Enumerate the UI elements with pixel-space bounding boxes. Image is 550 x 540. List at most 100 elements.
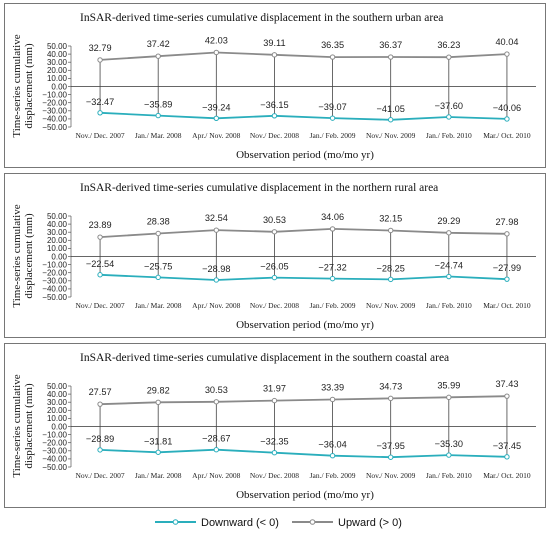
data-point-upward	[387, 227, 394, 234]
data-label-upward: 40.04	[495, 37, 518, 47]
y-axis-label-line: displacement (mm)	[23, 43, 35, 129]
y-tick-label: 40.00	[47, 50, 68, 59]
data-label-downward: −24.74	[435, 261, 463, 271]
data-label-downward: −41.05	[377, 104, 405, 114]
y-tick-label: 0.00	[51, 252, 67, 261]
x-tick-label: Nov./ Nov. 2009	[366, 471, 416, 480]
data-label-upward: 37.43	[495, 379, 518, 389]
data-point-downward	[213, 277, 220, 283]
data-label-downward: −28.67	[202, 434, 230, 444]
y-tick-label: −10.00	[42, 430, 67, 439]
data-label-upward: 32.15	[379, 213, 402, 223]
data-label-downward: −22.54	[86, 259, 114, 269]
y-tick-label: −20.00	[42, 439, 67, 448]
data-label-downward: −32.35	[260, 437, 288, 447]
y-tick-label: 50.00	[47, 382, 68, 391]
x-tick-label: Jan./ Feb. 2010	[426, 131, 472, 140]
y-tick-label: 40.00	[47, 220, 68, 229]
legend-upward-marker	[309, 519, 316, 525]
y-tick-label: 20.00	[47, 66, 68, 75]
data-point-upward	[271, 397, 278, 404]
data-label-downward: −28.25	[377, 263, 405, 273]
x-tick-label: Jan./ Feb. 2010	[426, 301, 472, 310]
data-point-downward	[504, 276, 510, 282]
legend-upward-label: Upward (> 0)	[338, 517, 402, 529]
data-point-downward	[387, 117, 394, 123]
chart-title: InSAR-derived time-series cumulative dis…	[80, 352, 449, 364]
y-tick-label: 40.00	[47, 390, 68, 399]
data-point-downward	[97, 447, 103, 453]
data-point-downward	[387, 276, 394, 283]
y-tick-label: −30.00	[42, 447, 67, 456]
data-point-upward	[387, 54, 394, 60]
data-label-downward: −37.95	[377, 441, 405, 451]
data-label-upward: 28.38	[147, 217, 170, 227]
data-label-upward: 42.03	[205, 35, 228, 45]
data-label-downward: −31.81	[144, 436, 172, 446]
chart-title: InSAR-derived time-series cumulative dis…	[80, 182, 438, 194]
x-tick-label: Jan./ Feb. 2009	[310, 471, 356, 480]
data-label-upward: 32.54	[205, 213, 228, 223]
x-tick-label: Jan./ Feb. 2010	[426, 471, 472, 480]
data-label-upward: 32.79	[89, 43, 112, 53]
y-tick-label: 30.00	[47, 58, 68, 67]
x-axis-label: Observation period (mo/mo yr)	[236, 319, 374, 331]
data-label-upward: 30.53	[205, 385, 228, 395]
x-tick-label: Nov./ Dec. 2008	[250, 471, 299, 480]
chart-panel-3: InSAR-derived time-series cumulative dis…	[4, 343, 546, 508]
y-tick-label: −50.00	[42, 293, 67, 302]
x-tick-label: Nov./ Dec. 2007	[76, 301, 125, 310]
data-point-downward	[446, 273, 452, 280]
x-tick-label: Mar./ Oct. 2010	[483, 471, 531, 480]
y-axis-label: Time-series cumulativedisplacement (mm)	[11, 204, 35, 307]
x-axis-label: Observation period (mo/mo yr)	[236, 149, 374, 161]
x-tick-label: Jan./ Mar. 2008	[135, 301, 182, 310]
data-point-upward	[155, 230, 161, 237]
data-point-downward	[155, 112, 161, 119]
data-label-upward: 36.35	[321, 40, 344, 50]
data-point-downward	[155, 449, 161, 455]
y-tick-label: 20.00	[47, 236, 68, 245]
y-tick-label: 50.00	[47, 42, 68, 51]
data-point-upward	[97, 57, 103, 63]
y-tick-label: 30.00	[47, 398, 68, 407]
data-point-downward	[213, 447, 220, 453]
data-point-downward	[329, 275, 336, 282]
data-point-upward	[504, 393, 510, 399]
y-tick-label: 30.00	[47, 228, 68, 237]
data-point-downward	[504, 116, 510, 122]
data-label-upward: 36.23	[437, 40, 460, 50]
x-tick-label: Nov./ Dec. 2007	[76, 471, 125, 480]
data-point-upward	[213, 399, 220, 405]
x-tick-label: Apr./ Nov. 2008	[192, 131, 241, 140]
data-label-downward: −37.60	[435, 101, 463, 111]
data-label-upward: 31.97	[263, 384, 286, 394]
data-point-downward	[446, 114, 452, 120]
data-point-upward	[271, 52, 278, 58]
data-point-upward	[155, 399, 161, 406]
data-label-upward: 35.99	[437, 380, 460, 390]
y-tick-label: −40.00	[42, 285, 67, 294]
data-label-upward: 34.06	[321, 212, 344, 222]
y-axis-label-line: Time-series cumulative	[11, 204, 23, 307]
x-tick-label: Nov./ Nov. 2009	[366, 131, 416, 140]
data-label-upward: 23.89	[89, 220, 112, 230]
data-point-upward	[213, 227, 220, 233]
series-line-upward	[100, 51, 507, 61]
y-tick-label: −10.00	[42, 90, 67, 99]
x-tick-label: Jan./ Feb. 2009	[310, 301, 356, 310]
data-label-downward: −26.05	[260, 262, 288, 272]
x-tick-label: Jan./ Mar. 2008	[135, 131, 182, 140]
data-point-upward	[504, 51, 510, 57]
x-tick-label: Apr./ Nov. 2008	[192, 471, 241, 480]
data-point-downward	[213, 115, 220, 121]
data-point-downward	[155, 274, 161, 281]
data-point-downward	[329, 115, 336, 121]
data-label-downward: −28.98	[202, 264, 230, 274]
data-label-upward: 33.39	[321, 382, 344, 392]
x-tick-label: Nov./ Nov. 2009	[366, 301, 416, 310]
chart-panel-1: InSAR-derived time-series cumulative dis…	[4, 3, 546, 168]
data-point-upward	[329, 54, 336, 60]
data-point-upward	[446, 394, 452, 401]
